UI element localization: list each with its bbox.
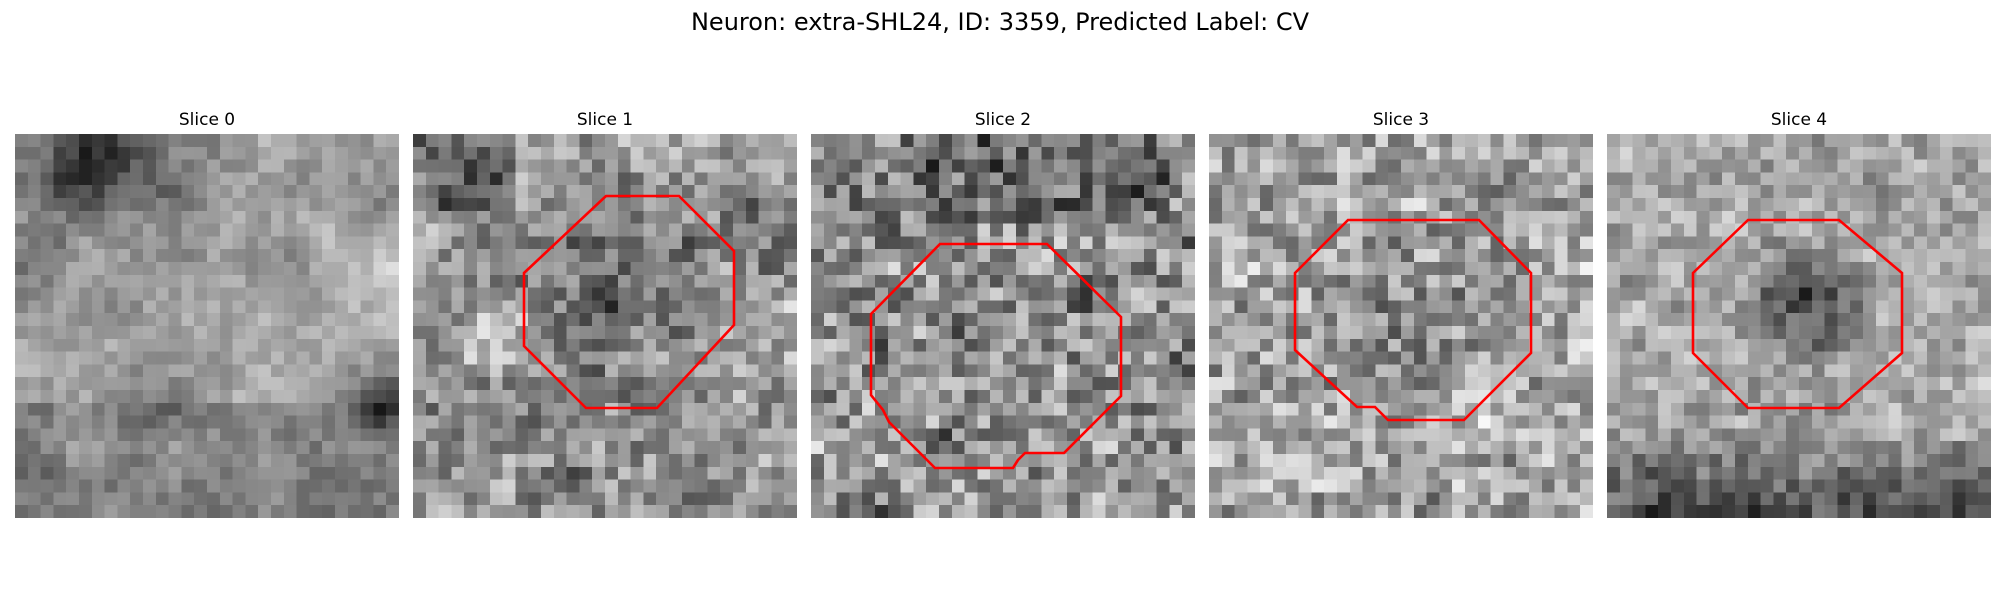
slice-title: Slice 1 — [576, 110, 634, 130]
slice-canvas — [811, 134, 1195, 518]
roi-contour — [1293, 218, 1533, 422]
slice-panel-3: Slice 3 — [1209, 108, 1593, 520]
slice-panel-4: Slice 4 — [1607, 108, 1991, 520]
slice-image — [15, 134, 399, 518]
roi-contour-line — [1293, 218, 1533, 422]
slice-image — [1607, 134, 1991, 518]
roi-contour — [522, 194, 736, 410]
slice-image — [413, 134, 797, 518]
slice-title: Slice 2 — [974, 110, 1032, 130]
slice-canvas — [1209, 134, 1593, 518]
slice-panel-2: Slice 2 — [811, 108, 1195, 520]
slice-panel-0: Slice 0 — [15, 108, 399, 520]
roi-contour-line — [1691, 218, 1904, 410]
roi-contour — [869, 242, 1123, 470]
figure-title: Neuron: extra-SHL24, ID: 3359, Predicted… — [690, 8, 1310, 36]
slice-canvas — [1607, 134, 1991, 518]
slice-title: Slice 0 — [178, 110, 236, 130]
slice-image — [1209, 134, 1593, 518]
slice-title: Slice 4 — [1770, 110, 1828, 130]
slice-title: Slice 3 — [1372, 110, 1430, 130]
slice-image — [811, 134, 1195, 518]
roi-contour-line — [522, 194, 736, 410]
slice-canvas — [15, 134, 399, 518]
roi-contour — [1691, 218, 1904, 410]
roi-contour-line — [869, 242, 1123, 470]
slice-panel-1: Slice 1 — [413, 108, 797, 520]
